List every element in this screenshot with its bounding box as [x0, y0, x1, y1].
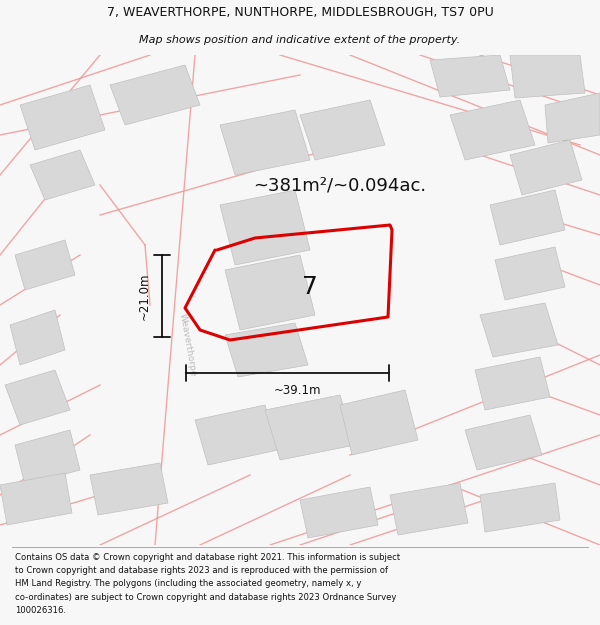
Text: 7: 7 [302, 275, 318, 299]
Polygon shape [510, 140, 582, 195]
Text: 100026316.: 100026316. [15, 606, 66, 615]
Polygon shape [0, 473, 72, 525]
Polygon shape [300, 487, 378, 538]
Polygon shape [545, 93, 600, 143]
Polygon shape [450, 100, 535, 160]
Text: co-ordinates) are subject to Crown copyright and database rights 2023 Ordnance S: co-ordinates) are subject to Crown copyr… [15, 592, 397, 602]
Polygon shape [475, 357, 550, 410]
Text: ~39.1m: ~39.1m [274, 384, 321, 398]
Polygon shape [490, 190, 565, 245]
Polygon shape [225, 255, 315, 330]
Text: HM Land Registry. The polygons (including the associated geometry, namely x, y: HM Land Registry. The polygons (includin… [15, 579, 361, 588]
Polygon shape [20, 85, 105, 150]
Polygon shape [340, 390, 418, 455]
Polygon shape [480, 483, 560, 532]
Polygon shape [220, 190, 310, 265]
Polygon shape [480, 303, 558, 357]
Polygon shape [495, 247, 565, 300]
Polygon shape [225, 323, 308, 377]
Text: Weaverthorpe: Weaverthorpe [178, 312, 198, 378]
Polygon shape [10, 310, 65, 365]
Polygon shape [510, 55, 585, 98]
Polygon shape [430, 55, 510, 97]
Polygon shape [465, 415, 542, 470]
Polygon shape [5, 370, 70, 425]
Polygon shape [90, 463, 168, 515]
Polygon shape [300, 100, 385, 160]
Text: Contains OS data © Crown copyright and database right 2021. This information is : Contains OS data © Crown copyright and d… [15, 553, 400, 562]
Polygon shape [30, 150, 95, 200]
Text: to Crown copyright and database rights 2023 and is reproduced with the permissio: to Crown copyright and database rights 2… [15, 566, 388, 575]
Polygon shape [390, 483, 468, 535]
Text: 7, WEAVERTHORPE, NUNTHORPE, MIDDLESBROUGH, TS7 0PU: 7, WEAVERTHORPE, NUNTHORPE, MIDDLESBROUG… [107, 6, 493, 19]
Polygon shape [110, 65, 200, 125]
Text: ~21.0m: ~21.0m [137, 272, 151, 320]
Polygon shape [195, 405, 278, 465]
Text: ~381m²/~0.094ac.: ~381m²/~0.094ac. [253, 176, 427, 194]
Polygon shape [265, 395, 355, 460]
Polygon shape [220, 110, 310, 175]
Text: Map shows position and indicative extent of the property.: Map shows position and indicative extent… [139, 34, 461, 44]
Polygon shape [15, 240, 75, 290]
Polygon shape [15, 430, 80, 485]
